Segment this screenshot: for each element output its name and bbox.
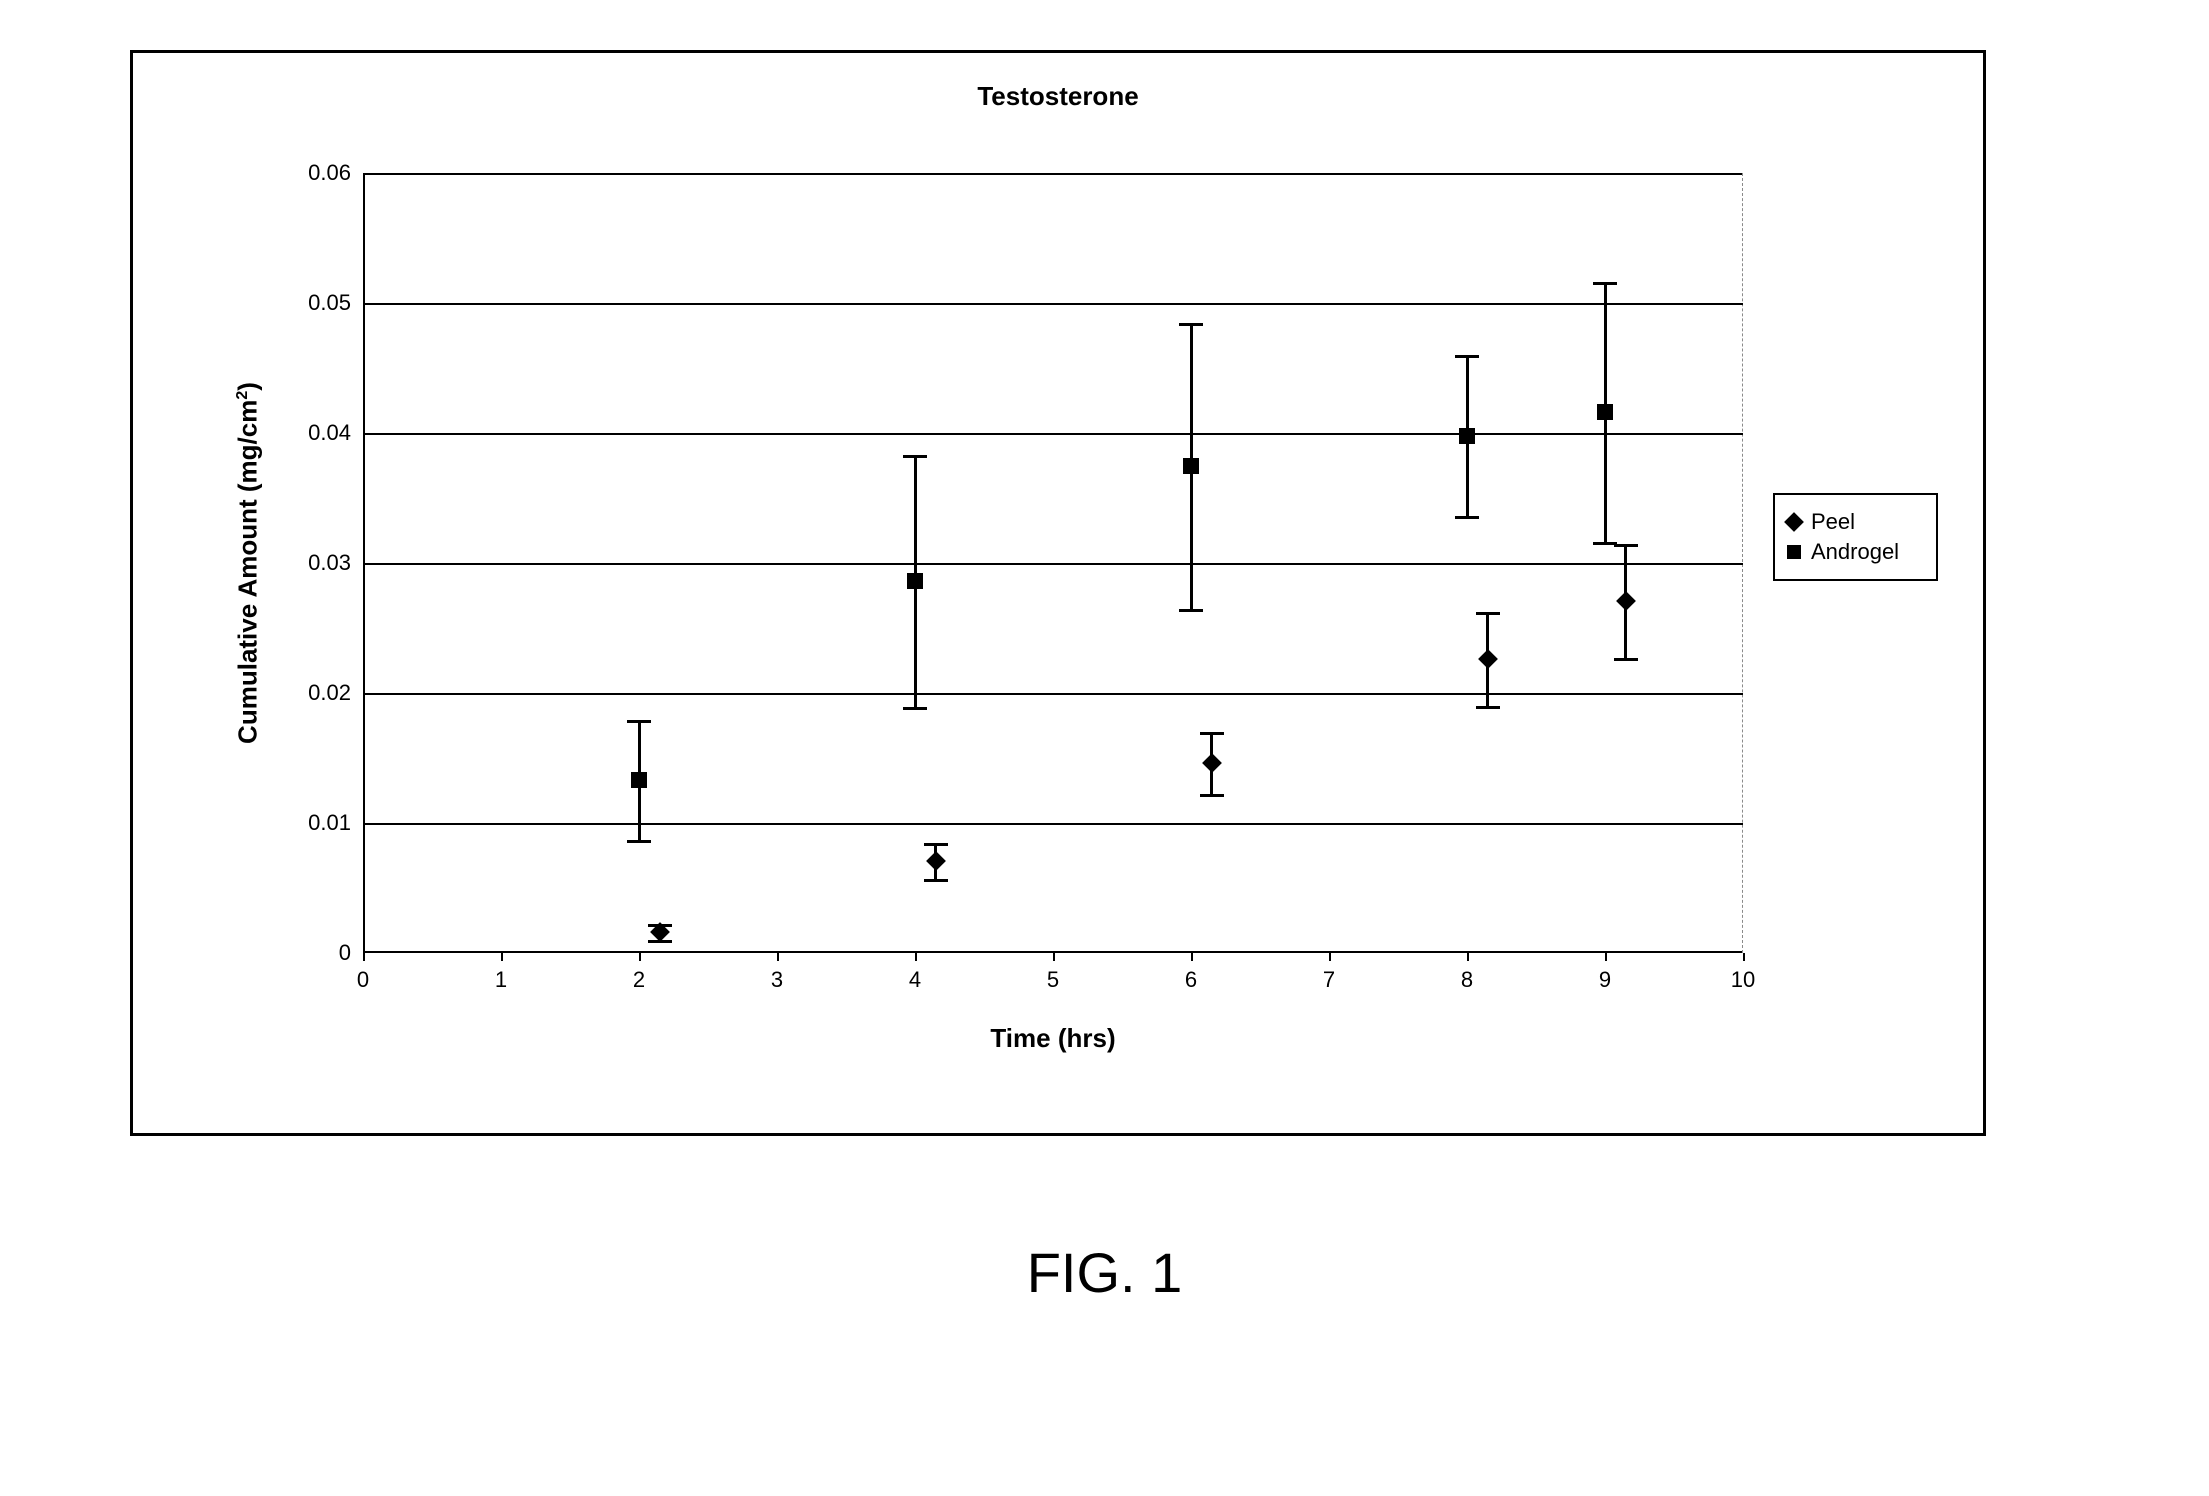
x-tick: [1329, 953, 1331, 961]
square-marker-icon: [907, 573, 923, 589]
x-tick-label: 7: [1323, 967, 1335, 993]
x-tick: [1743, 953, 1745, 961]
errorbar-cap: [1476, 706, 1500, 709]
errorbar-cap: [1455, 355, 1479, 358]
x-tick: [1467, 953, 1469, 961]
y-tick-label: 0.06: [308, 160, 351, 186]
x-tick-label: 4: [909, 967, 921, 993]
y-tick-label: 0.04: [308, 420, 351, 446]
errorbar-cap: [1476, 612, 1500, 615]
errorbar-cap: [1614, 658, 1638, 661]
x-tick-label: 6: [1185, 967, 1197, 993]
errorbar-cap: [924, 879, 948, 882]
x-tick-label: 9: [1599, 967, 1611, 993]
gridline: [363, 563, 1743, 565]
gridline: [363, 823, 1743, 825]
y-tick-label: 0.01: [308, 810, 351, 836]
legend-item-androgel: Androgel: [1787, 539, 1924, 565]
x-tick-label: 0: [357, 967, 369, 993]
errorbar-cap: [1179, 609, 1203, 612]
plot-area: 00.010.020.030.040.050.06012345678910: [363, 173, 1743, 953]
x-tick-label: 8: [1461, 967, 1473, 993]
square-marker-icon: [1597, 404, 1613, 420]
x-tick-label: 5: [1047, 967, 1059, 993]
y-axis-title: Cumulative Amount (mg/cm2): [233, 382, 264, 744]
gridline: [363, 693, 1743, 695]
diamond-marker-icon: [926, 851, 946, 871]
diamond-icon: [1784, 512, 1804, 532]
square-marker-icon: [631, 772, 647, 788]
x-tick: [915, 953, 917, 961]
errorbar-cap: [627, 720, 651, 723]
square-marker-icon: [1459, 428, 1475, 444]
errorbar-cap: [903, 707, 927, 710]
errorbar-cap: [924, 843, 948, 846]
errorbar-cap: [1614, 544, 1638, 547]
x-axis-title: Time (hrs): [133, 1023, 1973, 1054]
errorbar-cap: [1200, 794, 1224, 797]
x-tick-label: 10: [1731, 967, 1755, 993]
diamond-marker-icon: [1478, 649, 1498, 669]
errorbar-cap: [627, 840, 651, 843]
y-tick-label: 0.03: [308, 550, 351, 576]
y-tick-label: 0.02: [308, 680, 351, 706]
legend: Peel Androgel: [1773, 493, 1938, 581]
legend-label: Peel: [1811, 509, 1855, 535]
gridline: [363, 303, 1743, 305]
errorbar-cap: [1593, 542, 1617, 545]
errorbar-cap: [1455, 516, 1479, 519]
x-tick: [1605, 953, 1607, 961]
square-marker-icon: [1183, 458, 1199, 474]
errorbar-cap: [1593, 282, 1617, 285]
x-tick: [501, 953, 503, 961]
square-icon: [1787, 545, 1801, 559]
x-tick-label: 3: [771, 967, 783, 993]
figure-caption: FIG. 1: [0, 1240, 2209, 1305]
x-tick-label: 1: [495, 967, 507, 993]
x-tick: [1053, 953, 1055, 961]
errorbar-cap: [1200, 732, 1224, 735]
errorbar-cap: [1179, 323, 1203, 326]
gridline: [363, 433, 1743, 435]
x-tick: [1191, 953, 1193, 961]
diamond-marker-icon: [1616, 591, 1636, 611]
x-tick: [777, 953, 779, 961]
chart-outer-frame: Testosterone Cumulative Amount (mg/cm2) …: [130, 50, 1986, 1136]
diamond-marker-icon: [1202, 753, 1222, 773]
x-tick-label: 2: [633, 967, 645, 993]
errorbar-cap: [903, 455, 927, 458]
x-tick: [363, 953, 365, 961]
page: Testosterone Cumulative Amount (mg/cm2) …: [0, 0, 2209, 1496]
chart-title: Testosterone: [133, 81, 1983, 112]
plot-border-top: [363, 173, 1743, 175]
y-tick-label: 0: [339, 940, 351, 966]
legend-label: Androgel: [1811, 539, 1899, 565]
legend-item-peel: Peel: [1787, 509, 1924, 535]
x-tick: [639, 953, 641, 961]
y-tick-label: 0.05: [308, 290, 351, 316]
